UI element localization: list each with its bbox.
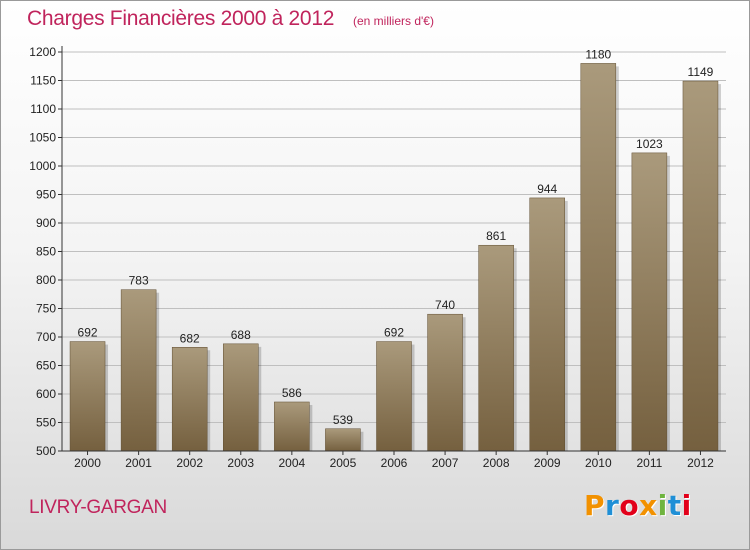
bar-2010[interactable] <box>580 63 617 452</box>
bar-2001[interactable] <box>120 289 157 452</box>
y-tick-label: 950 <box>36 188 56 202</box>
value-label-2008: 861 <box>486 229 506 243</box>
x-tick-label-2004: 2004 <box>278 456 305 470</box>
bar-2011[interactable] <box>631 152 668 452</box>
brand-letter: i <box>657 489 668 522</box>
x-tick-label-2008: 2008 <box>483 456 510 470</box>
y-tick-label: 1050 <box>29 131 56 145</box>
y-tick-label: 1200 <box>29 45 56 59</box>
bar-2005[interactable] <box>325 428 361 452</box>
y-tick-label: 750 <box>36 302 56 316</box>
value-label-2000: 692 <box>78 326 98 340</box>
y-tick-label: 1150 <box>30 74 56 88</box>
value-label-2002: 682 <box>180 331 200 345</box>
x-tick-label-2003: 2003 <box>227 456 254 470</box>
bar-2012[interactable] <box>682 80 719 452</box>
value-label-2001: 783 <box>129 274 149 288</box>
y-tick-label: 650 <box>36 359 56 373</box>
proxiti-logo[interactable]: Proxiti <box>584 489 692 522</box>
x-tick-label-2009: 2009 <box>534 456 561 470</box>
x-tick-label-2002: 2002 <box>176 456 203 470</box>
brand-letter: P <box>584 489 606 522</box>
y-tick-label: 1000 <box>29 159 56 173</box>
value-label-2003: 688 <box>231 328 251 342</box>
x-tick-label-2006: 2006 <box>381 456 408 470</box>
value-label-2005: 539 <box>333 413 353 427</box>
value-label-2006: 692 <box>384 326 404 340</box>
bar-2007[interactable] <box>427 313 463 452</box>
y-tick-label: 600 <box>36 387 56 401</box>
bar-2003[interactable] <box>223 343 259 452</box>
bar-2002[interactable] <box>171 347 208 452</box>
brand-letter: o <box>619 489 640 522</box>
bars <box>69 63 721 452</box>
x-tick-label-2005: 2005 <box>330 456 357 470</box>
x-tick-label-2010: 2010 <box>585 456 612 470</box>
y-tick-label: 700 <box>36 330 56 344</box>
y-tick-label: 900 <box>36 216 56 230</box>
bar-2004[interactable] <box>274 401 310 452</box>
bar-2009[interactable] <box>529 197 565 452</box>
value-label-2012: 1149 <box>688 65 714 79</box>
x-tick-label-2012: 2012 <box>687 456 714 470</box>
value-label-2011: 1023 <box>636 137 663 151</box>
chart-title: Charges Financières 2000 à 2012 <box>27 7 335 30</box>
x-tick-label-2000: 2000 <box>74 456 101 470</box>
x-tick-label-2011: 2011 <box>636 456 662 470</box>
value-label-2004: 586 <box>282 386 302 400</box>
y-tick-label: 1100 <box>30 102 56 116</box>
brand-letter: r <box>605 489 620 522</box>
bar-2006[interactable] <box>376 341 412 452</box>
y-tick-label: 850 <box>36 245 56 259</box>
bar-2008[interactable] <box>478 244 514 452</box>
unit-note: (en milliers d'€) <box>353 14 434 28</box>
value-label-2009: 944 <box>537 182 557 196</box>
value-label-2007: 740 <box>435 298 455 312</box>
place-name: LIVRY-GARGAN <box>29 497 167 518</box>
brand-letter: i <box>681 489 692 522</box>
axes: 500 550 600 650 700 750 800 850 900 950 1000 1050 11… <box>29 45 726 470</box>
y-tick-label: 800 <box>36 273 56 287</box>
data-labels: 692 783 682 688 586 539 692 740 861 944 1180 1023 11… <box>78 47 714 426</box>
y-tick-label: 550 <box>36 416 56 430</box>
value-label-2010: 1180 <box>585 47 611 61</box>
x-tick-label-2007: 2007 <box>432 456 459 470</box>
x-tick-label-2001: 2001 <box>125 456 152 470</box>
y-tick-label: 500 <box>36 444 56 458</box>
brand-letter: t <box>667 489 682 522</box>
brand-letter: x <box>639 489 658 522</box>
bar-2000[interactable] <box>69 341 106 452</box>
